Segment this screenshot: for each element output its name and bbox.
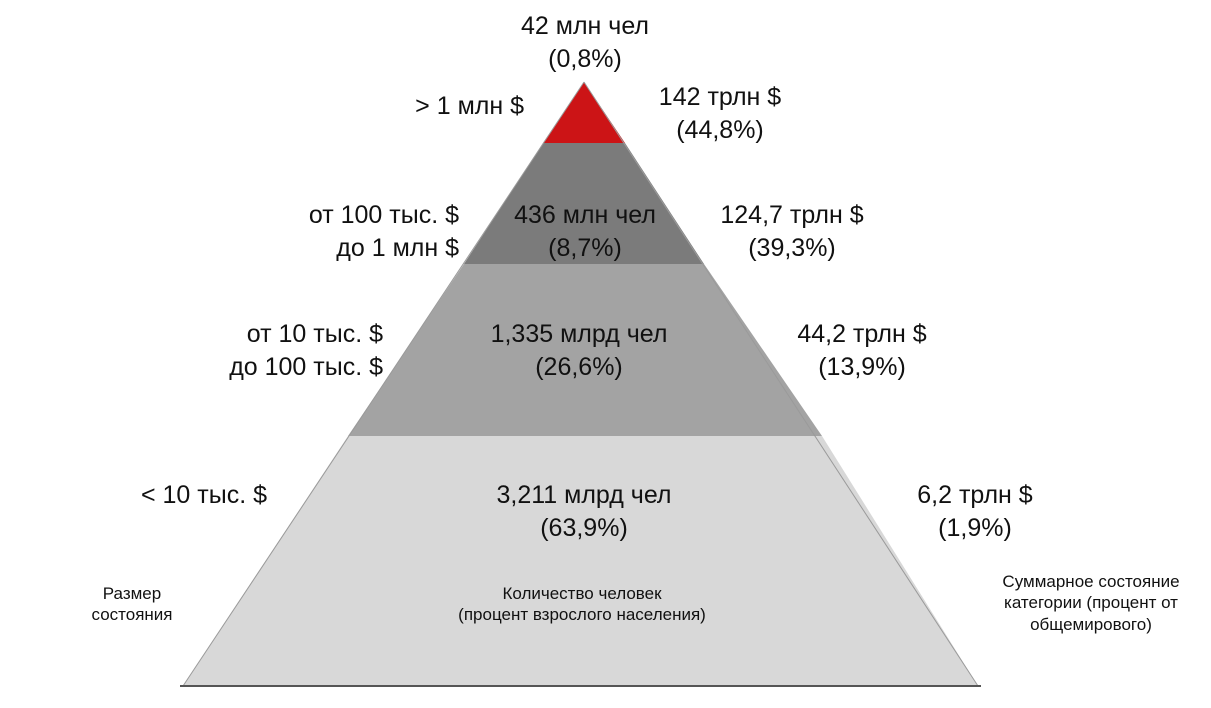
pyramid-right-edge (583, 81, 979, 687)
top-tier-people-count: 42 млн чел (0,8%) (521, 10, 649, 75)
people-count-percent: (8,7%) (548, 233, 622, 262)
upper-tier-wealth-range: от 100 тыс. $ до 1 млн $ (309, 199, 459, 264)
upper-tier-total-wealth: 124,7 трлн $ (39,3%) (720, 199, 863, 264)
wealth-range-line: < 10 тыс. $ (140, 481, 267, 509)
total-wealth-percent: (1,9%) (938, 513, 1012, 542)
wealth-range-line: от 10 тыс. $ (246, 320, 383, 348)
tier-top (543, 82, 625, 143)
legend-wealth-size: Размер состояния (92, 583, 173, 626)
wealth-range-line: от 100 тыс. $ (308, 201, 459, 229)
total-wealth-percent: (44,8%) (676, 115, 764, 144)
people-count-value: 42 млн чел (521, 12, 649, 40)
total-wealth-value: 142 трлн $ (658, 83, 782, 111)
base-tier-wealth-range: < 10 тыс. $ (141, 479, 267, 512)
middle-tier-people-count: 1,335 млрд чел (26,6%) (491, 318, 668, 383)
tier-base (183, 436, 978, 686)
people-count-percent: (26,6%) (535, 352, 623, 381)
top-tier-wealth-range: > 1 млн $ (415, 90, 524, 123)
total-wealth-value: 124,7 трлн $ (720, 201, 864, 229)
legend-total-wealth: Суммарное состояние категории (процент о… (1002, 571, 1179, 635)
total-wealth-value: 44,2 трлн $ (797, 320, 927, 348)
base-tier-total-wealth: 6,2 трлн $ (1,9%) (917, 479, 1032, 544)
legend-line: (процент взрослого населения) (458, 605, 706, 625)
total-wealth-percent: (39,3%) (748, 233, 836, 262)
wealth-range-line: до 1 млн $ (336, 233, 459, 262)
legend-line: Количество человек (502, 584, 662, 603)
total-wealth-percent: (13,9%) (818, 352, 906, 381)
pyramid-left-edge (182, 81, 585, 687)
legend-line: состояния (91, 605, 173, 625)
people-count-value: 436 млн чел (514, 201, 656, 229)
tier-middle (348, 264, 822, 436)
legend-line: Размер (102, 584, 162, 603)
middle-tier-wealth-range: от 10 тыс. $ до 100 тыс. $ (229, 318, 383, 383)
top-tier-total-wealth: 142 трлн $ (44,8%) (659, 81, 781, 146)
legend-line: Суммарное состояние (1002, 572, 1180, 591)
people-count-value: 3,211 млрд чел (496, 481, 672, 509)
total-wealth-value: 6,2 трлн $ (917, 481, 1033, 509)
wealth-range-line: > 1 млн $ (415, 92, 524, 120)
wealth-range-line: до 100 тыс. $ (229, 352, 383, 381)
people-count-percent: (63,9%) (540, 513, 628, 542)
legend-line: категории (процент от (1004, 593, 1178, 613)
middle-tier-total-wealth: 44,2 трлн $ (13,9%) (797, 318, 926, 383)
legend-line: общемирового) (1030, 614, 1152, 634)
base-tier-people-count: 3,211 млрд чел (63,9%) (497, 479, 672, 544)
legend-people-count: Количество человек (процент взрослого на… (458, 583, 706, 626)
people-count-value: 1,335 млрд чел (490, 320, 668, 348)
people-count-percent: (0,8%) (548, 44, 622, 73)
upper-tier-people-count: 436 млн чел (8,7%) (514, 199, 656, 264)
